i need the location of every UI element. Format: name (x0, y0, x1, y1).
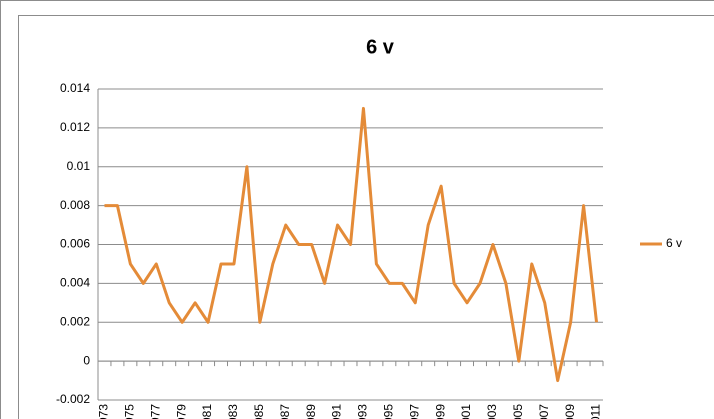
x-tick-label: 1999 (433, 404, 447, 419)
x-tick-label: 2003 (485, 404, 499, 419)
chart-area (18, 15, 714, 419)
x-tick-label: 1987 (278, 404, 292, 419)
x-tick-label: 1985 (252, 404, 266, 419)
y-tick-label: 0.004 (60, 276, 90, 290)
x-tick-label: 1991 (330, 404, 344, 419)
y-tick-label: 0.01 (67, 159, 91, 173)
y-tick-label: 0.002 (60, 314, 90, 328)
x-tick-label: 1981 (200, 404, 214, 419)
x-tick-label: 1977 (148, 404, 162, 419)
x-tick-label: 2009 (563, 404, 577, 419)
y-tick-label: 0.014 (60, 81, 90, 95)
x-tick-label: 1997 (407, 404, 421, 419)
x-tick-label: 1989 (304, 404, 318, 419)
x-tick-label: 2001 (459, 404, 473, 419)
x-tick-label: 1993 (356, 404, 370, 419)
x-tick-label: 1983 (226, 404, 240, 419)
y-tick-label: 0.006 (60, 237, 90, 251)
y-tick-label: 0.008 (60, 198, 90, 212)
x-tick-label: 1979 (174, 404, 188, 419)
x-tick-label: 1973 (97, 404, 111, 419)
x-tick-label: 2007 (537, 404, 551, 419)
legend-label: 6 v (666, 236, 682, 250)
x-tick-label: 1975 (123, 404, 137, 419)
y-tick-label: -0.002 (56, 392, 90, 406)
x-tick-label: 2011 (589, 404, 603, 419)
series-line (104, 106, 599, 383)
y-tick-label: 0 (83, 353, 90, 367)
x-tick-label: 2005 (511, 404, 525, 419)
x-tick-label: 1995 (382, 404, 396, 419)
y-tick-label: 0.012 (60, 120, 90, 134)
chart-title: 6 v (366, 36, 395, 58)
